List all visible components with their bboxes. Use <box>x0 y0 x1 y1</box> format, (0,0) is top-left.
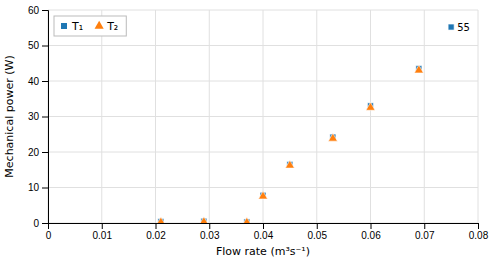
tick-label: 60 <box>28 5 40 16</box>
tick-label: 0.04 <box>254 230 274 241</box>
tick-label: 0.07 <box>415 230 435 241</box>
point <box>258 191 267 199</box>
series <box>158 24 454 223</box>
grid <box>48 10 478 223</box>
tick-label: 50 <box>28 40 40 51</box>
grid-line <box>48 45 478 46</box>
tick-mark <box>263 223 264 229</box>
tick-mark <box>156 223 157 229</box>
tick-label: 40 <box>28 76 40 87</box>
tick-label: 10 <box>28 182 40 193</box>
tick-mark <box>42 188 48 189</box>
tick-mark <box>371 223 372 229</box>
tick-mark <box>424 223 425 229</box>
tick-mark <box>42 223 48 224</box>
tick: 0.05 <box>308 223 328 241</box>
x-axis: 0 0.01 0.02 0.03 0.04 0.05 0.06 0.07 0.08 <box>46 223 489 241</box>
point <box>242 217 251 223</box>
tick-label: 0.02 <box>146 230 166 241</box>
tick-label: 20 <box>28 147 40 158</box>
legend-label: T₂ <box>106 20 118 33</box>
point <box>366 102 375 110</box>
points <box>156 24 454 223</box>
grid-line <box>48 152 478 153</box>
annotation: 55 <box>457 22 470 33</box>
tick-label: 0 <box>46 230 52 241</box>
tick-mark <box>42 81 48 82</box>
tick: 10 <box>28 182 48 193</box>
point <box>414 65 423 73</box>
tick: 0.06 <box>361 223 381 241</box>
tick: 0.02 <box>146 223 166 241</box>
tick: 60 <box>28 5 48 16</box>
tick-mark <box>102 223 103 229</box>
legend-box <box>54 16 126 36</box>
point <box>448 24 454 30</box>
legend: T₁ T₂ <box>54 16 126 36</box>
tick-label: 0.01 <box>93 230 113 241</box>
point <box>328 133 337 141</box>
tick: 0.07 <box>415 223 435 241</box>
tick-mark <box>42 10 48 11</box>
tick: 0.08 <box>469 223 489 241</box>
plot: 0 0.01 0.02 0.03 0.04 0.05 0.06 0.07 0.08 0 10 20 30… <box>28 5 489 241</box>
tick-label: 30 <box>28 111 40 122</box>
grid-line <box>48 116 478 117</box>
tick-label: 0 <box>33 218 39 229</box>
tick-mark <box>42 46 48 47</box>
tick-mark <box>42 152 48 153</box>
axis-line <box>49 224 479 230</box>
tick: 50 <box>28 40 48 51</box>
tick-label: 0.06 <box>361 230 381 241</box>
tick-mark <box>478 223 479 229</box>
tick-mark <box>317 223 318 229</box>
tick: 0.04 <box>254 223 274 241</box>
chart: 0 0.01 0.02 0.03 0.04 0.05 0.06 0.07 0.08 0 10 20 30… <box>0 0 500 261</box>
grid-line <box>48 10 478 11</box>
point <box>285 160 294 168</box>
x-axis-title: Flow rate (m³s⁻¹) <box>216 245 310 258</box>
legend-label: T₁ <box>71 20 83 33</box>
tick-mark <box>209 223 210 229</box>
point <box>199 217 208 223</box>
grid-line <box>48 81 478 82</box>
tick: 0 <box>33 218 48 229</box>
point <box>156 217 165 223</box>
tick: 30 <box>28 111 48 122</box>
tick-label: 0.08 <box>469 230 489 241</box>
tick: 0.03 <box>200 223 220 241</box>
legend-symbol <box>61 23 67 29</box>
y-axis-title: Mechanical power (W) <box>3 55 16 177</box>
axis-line <box>42 11 49 224</box>
tick-mark <box>42 117 48 118</box>
tick-label: 0.03 <box>200 230 220 241</box>
tick: 0 <box>46 223 52 241</box>
tick: 20 <box>28 147 48 158</box>
grid-line <box>48 187 478 188</box>
tick-label: 0.05 <box>308 230 328 241</box>
tick: 40 <box>28 76 48 87</box>
y-axis: 0 10 20 30 40 50 60 <box>28 5 49 229</box>
series <box>156 65 423 223</box>
legend-symbol <box>95 21 104 29</box>
tick: 0.01 <box>93 223 113 241</box>
